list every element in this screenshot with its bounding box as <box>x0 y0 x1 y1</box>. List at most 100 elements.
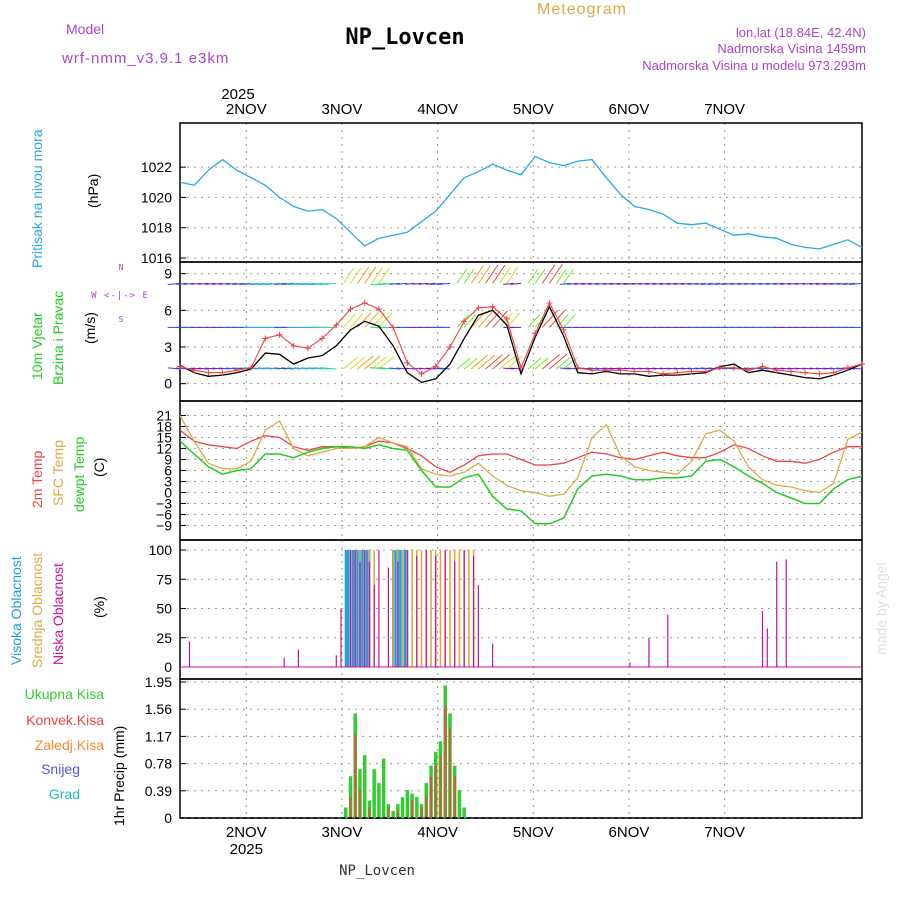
wind-barb <box>829 282 841 285</box>
wind-barb <box>563 314 576 328</box>
cloud-bar-visoka <box>356 550 359 667</box>
temp-unit: (C) <box>91 458 107 477</box>
wind-gust-marker <box>631 368 638 375</box>
wind-barb <box>765 282 777 285</box>
wind-gust-marker <box>177 363 183 370</box>
wind-barb <box>370 282 387 286</box>
wind-barb <box>463 314 476 328</box>
cloud-bar-visoka <box>399 550 402 667</box>
wind-barb <box>281 282 294 285</box>
cloud-bar-srednja <box>449 550 451 667</box>
wind-barb <box>652 282 664 285</box>
top-date-label: 5NOV <box>513 101 554 118</box>
wind-barb <box>239 282 252 285</box>
cloud-bar-niska <box>416 555 418 667</box>
wind-barb <box>463 357 478 370</box>
wind-barb <box>320 282 337 286</box>
wind-barb <box>815 367 827 370</box>
precip-bar-total <box>372 769 376 818</box>
panel-0: 1016 1018 1020 1022 <box>141 122 863 266</box>
wind-gust-marker <box>233 367 240 374</box>
cloud-bar-niska <box>629 662 631 667</box>
precip-bar-total <box>457 790 462 818</box>
wind-barb <box>587 367 600 370</box>
cloud-bar-niska <box>425 550 427 667</box>
wind-gust-marker <box>660 370 667 377</box>
wind-barb <box>780 282 792 285</box>
wind-barb <box>631 367 642 370</box>
wind-gust-marker <box>205 369 212 376</box>
wind-barb <box>377 282 394 286</box>
wind-barb <box>744 282 756 285</box>
wind-barb <box>721 282 735 285</box>
wind-gust-marker <box>844 364 851 371</box>
wind-barb <box>623 367 635 370</box>
wind-barb <box>378 312 393 328</box>
wind-barb <box>350 267 362 284</box>
wind-barb <box>659 367 671 370</box>
ytick-label: 1.17 <box>145 728 172 744</box>
wind-barb <box>842 282 855 285</box>
wind-barb <box>823 282 834 285</box>
wind-barb <box>212 282 223 285</box>
precip-bar-conv <box>453 776 456 818</box>
wind-gust-marker <box>219 369 226 376</box>
ytick-label: 1.95 <box>145 674 172 690</box>
ytick-label: 3 <box>164 474 172 490</box>
wind-gust-marker <box>589 367 596 374</box>
wind-barb <box>541 353 561 370</box>
wind-gust-marker <box>248 364 255 371</box>
ytick-label: 50 <box>156 601 172 617</box>
wind-barb <box>638 282 649 285</box>
wind-barb <box>418 367 429 370</box>
wind-barb <box>549 310 566 328</box>
meteogram-subtitle: Meteogram <box>537 1 627 18</box>
cloud-bar-niska <box>766 628 768 667</box>
cloud-bar-srednja <box>430 550 432 667</box>
wind-barb <box>652 367 664 370</box>
wind-barb <box>287 367 301 370</box>
bottom-date-label: 6NOV <box>609 824 650 841</box>
panel-frame <box>179 122 863 263</box>
wind-barb <box>477 265 491 284</box>
wind-barb <box>176 367 188 370</box>
wind-barb <box>659 282 671 285</box>
precip-label-snow: Snijeg <box>41 761 80 777</box>
wind-gust-marker <box>645 368 652 375</box>
cloud-bar-niska <box>335 655 337 667</box>
wind-barb <box>510 282 522 285</box>
wind-barb <box>499 356 516 370</box>
wind-gust-marker <box>290 342 297 349</box>
precip-bar-conv <box>430 776 432 818</box>
wind-barb <box>258 282 273 286</box>
wind-speed-line <box>179 305 863 384</box>
wind-barb <box>232 282 244 285</box>
wind-barb <box>795 282 806 285</box>
wind-barb <box>842 367 855 370</box>
wind-gust-marker <box>489 303 496 310</box>
wind-barb <box>645 367 657 370</box>
ytick-label: 6 <box>164 463 172 479</box>
cloud-bar-niska <box>406 550 408 667</box>
wind-barb <box>758 282 770 285</box>
wind-barb <box>548 264 563 284</box>
wind-barb <box>167 367 181 370</box>
ytick-label: 0 <box>164 659 172 675</box>
top-date-label: 6NOV <box>609 101 650 118</box>
wind-barb <box>751 282 763 285</box>
top-date-label: 3NOV <box>322 101 363 118</box>
ytick-label: 75 <box>156 571 172 587</box>
temp-sfc-line <box>179 415 863 497</box>
cloud-unit: (%) <box>91 596 107 618</box>
bottom-date-label: 7NOV <box>704 824 745 841</box>
ytick-label: −3 <box>156 496 172 512</box>
wind-gust-marker <box>262 335 269 342</box>
wind-barb <box>294 367 308 370</box>
wind-barb <box>773 367 784 370</box>
precip-bar-conv <box>359 790 361 818</box>
ytick-label: 0 <box>164 376 172 392</box>
wind-gust-marker <box>319 335 326 342</box>
station-title: NP_Lovcen <box>345 25 464 50</box>
ytick-label: 1.56 <box>145 701 172 717</box>
